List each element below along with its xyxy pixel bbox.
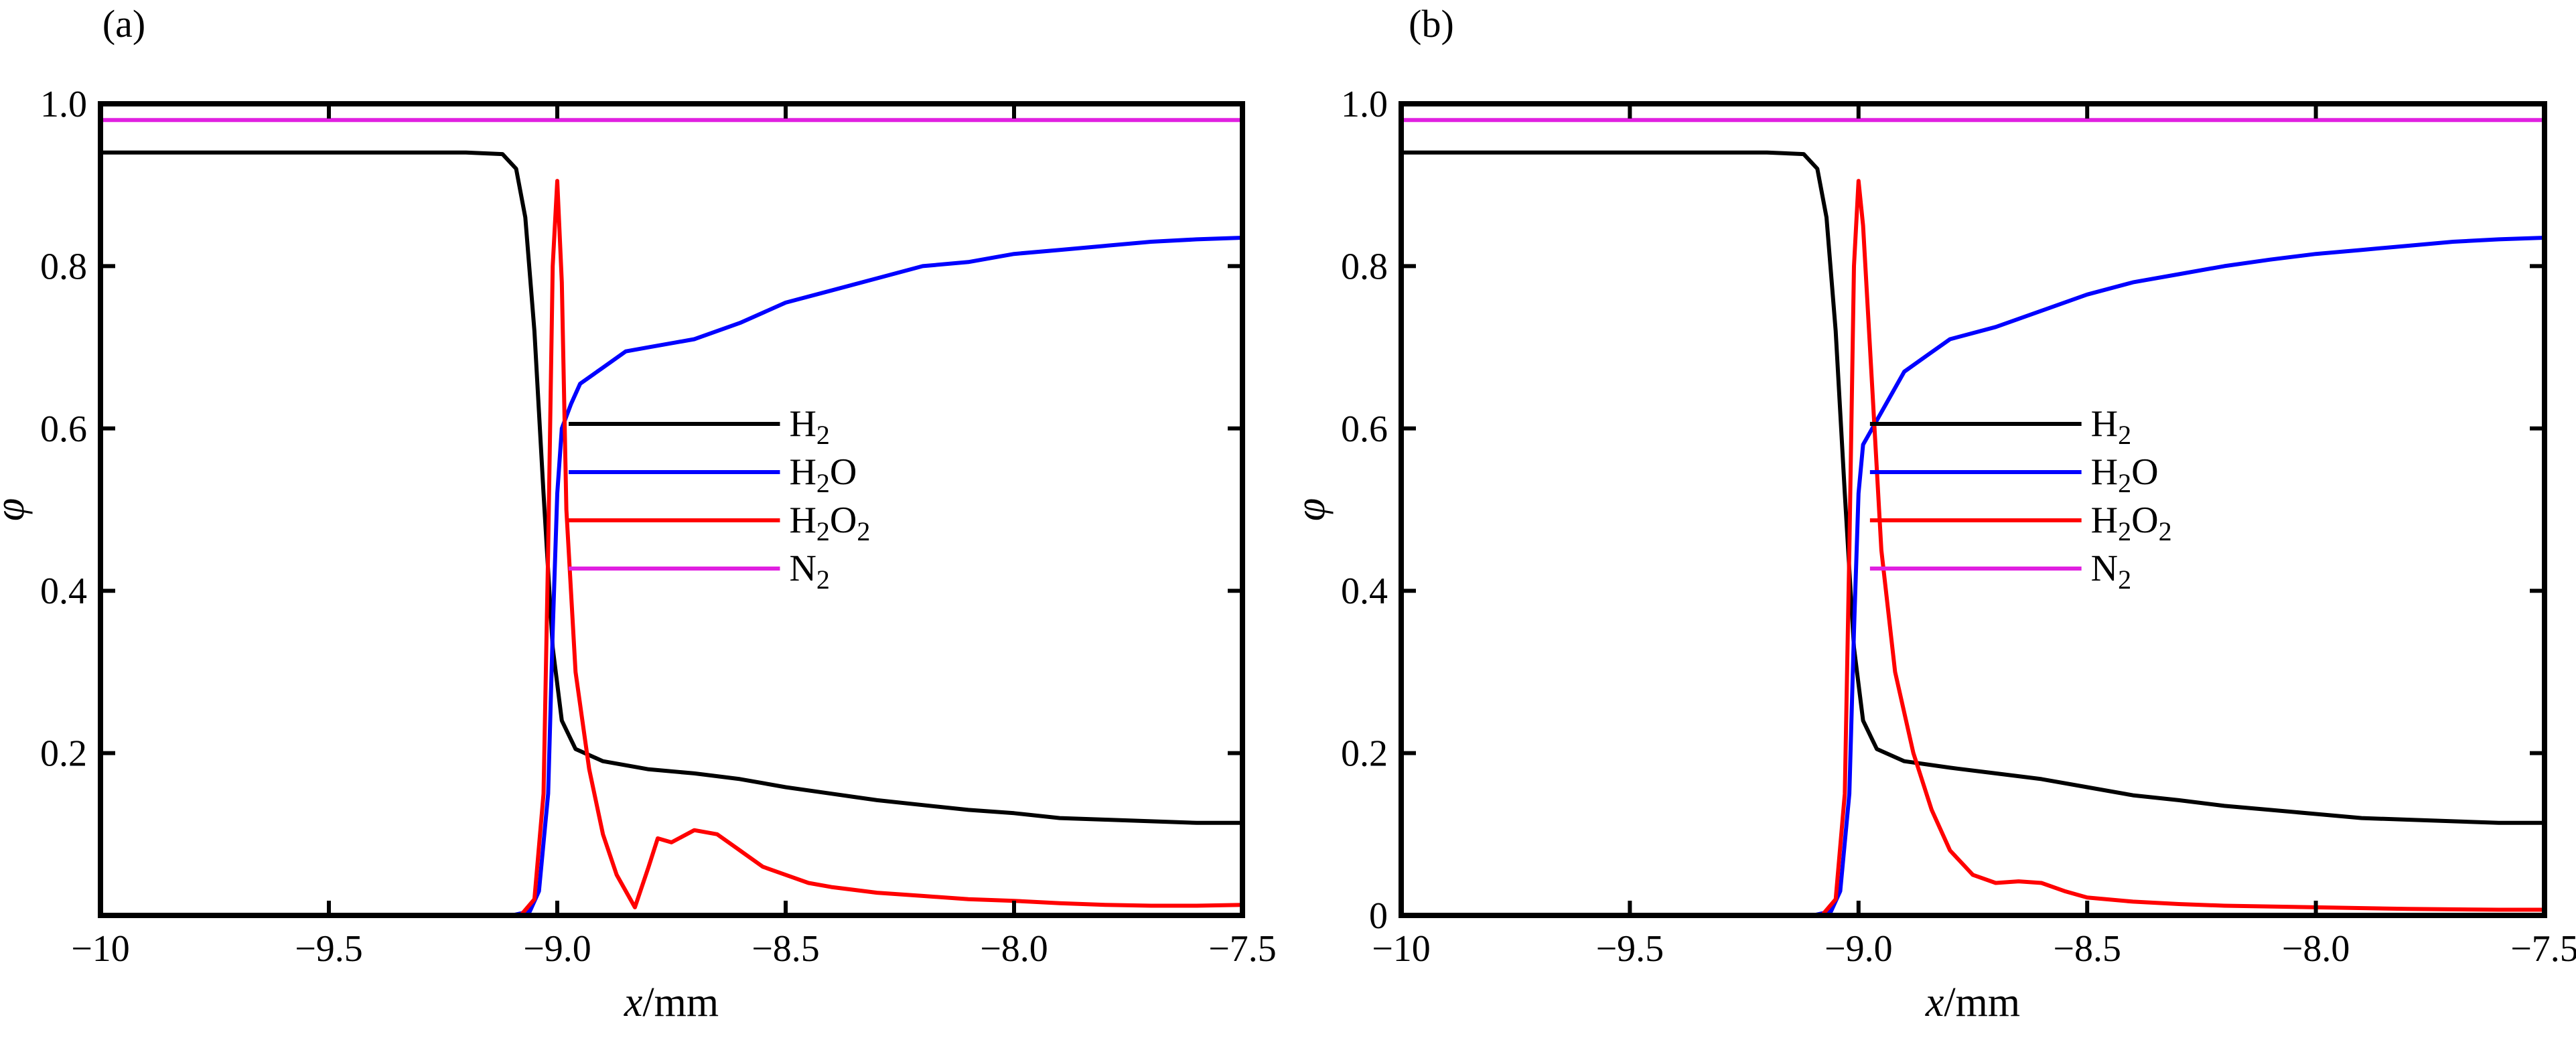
legend-label: N2	[789, 548, 829, 595]
x-tick-label: −10	[1372, 928, 1431, 970]
y-tick-label: 1.0	[40, 84, 87, 125]
y-tick-label: 0.6	[1341, 408, 1388, 450]
x-tick-label: −8.5	[2053, 928, 2121, 970]
x-tick-label: −9.0	[523, 928, 591, 970]
series-line-h2	[1401, 150, 2545, 825]
series-line-h2o	[1401, 236, 2545, 917]
y-tick-label: 0.4	[1341, 571, 1388, 612]
chart-panel-1: (a) −10 −9.5 −9.0 −8.5 −8.0 −7.5 0.2 0.4 0.6 0.8 1.…	[0, 2, 1277, 1025]
plot-frame	[1399, 101, 2547, 918]
x-tick-label: −8.0	[2282, 928, 2350, 970]
x-tick-label: −9.5	[1596, 928, 1664, 970]
x-tick-label: −7.5	[1208, 928, 1277, 970]
y-axis-label: φ	[1288, 498, 1334, 521]
legend-label: H2O2	[789, 500, 870, 546]
legend-label: H2O	[2091, 451, 2159, 498]
y-axis-label: φ	[0, 498, 33, 521]
y-tick-label: 1.0	[1341, 84, 1388, 125]
x-tick-label: −9.5	[295, 928, 363, 970]
legend-label: H2O	[789, 451, 857, 498]
series-line-h2o	[100, 236, 1242, 917]
series-line-h2o2	[1401, 179, 2545, 917]
legend-label: H2O2	[2091, 500, 2172, 546]
series-line-h2o2	[100, 179, 1242, 917]
chart-panel-2: (b) −10 −9.5 −9.0 −8.5 −8.0 −7.5 0 0.2 0.4 0.6 0.8 1…	[1288, 2, 2576, 1025]
y-tick-label: 0.8	[1341, 246, 1388, 287]
series-line-h2	[100, 150, 1242, 825]
y-tick-label: 0.8	[40, 246, 87, 287]
panel-label: (a)	[102, 2, 145, 46]
y-tick-label: 0.2	[1341, 733, 1388, 775]
legend-label: N2	[2091, 548, 2131, 595]
x-axis-label: x/mm	[1925, 980, 2020, 1025]
panel-label: (b)	[1409, 2, 1454, 46]
y-tick-label: 0.2	[40, 733, 87, 775]
x-tick-label: −9.0	[1824, 928, 1893, 970]
x-tick-label: −7.5	[2510, 928, 2576, 970]
y-tick-label: 0.6	[40, 408, 87, 450]
y-tick-label: 0	[1369, 895, 1388, 937]
legend-label: H2	[789, 403, 829, 450]
y-tick-label: 0.4	[40, 571, 87, 612]
x-tick-label: −10	[71, 928, 130, 970]
x-tick-label: −8.0	[980, 928, 1048, 970]
x-tick-label: −8.5	[752, 928, 820, 970]
legend-label: H2	[2091, 403, 2131, 450]
plot-frame	[98, 101, 1245, 918]
x-axis-label: x/mm	[624, 980, 719, 1025]
